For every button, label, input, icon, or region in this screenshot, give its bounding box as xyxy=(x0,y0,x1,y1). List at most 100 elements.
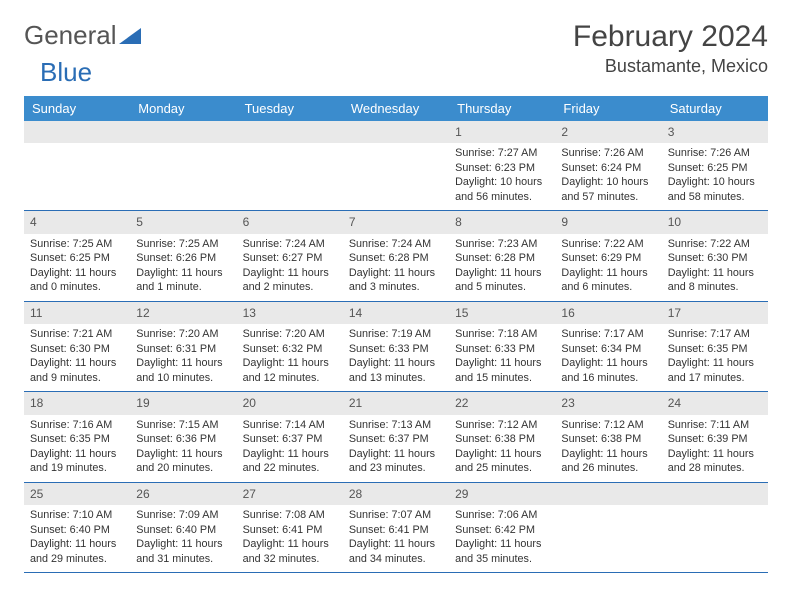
day-number: 18 xyxy=(24,392,130,414)
daylight-text: Daylight: 10 hours and 57 minutes. xyxy=(561,175,655,204)
calendar-cell: 11Sunrise: 7:21 AMSunset: 6:30 PMDayligh… xyxy=(24,302,130,391)
daylight-text: Daylight: 11 hours and 35 minutes. xyxy=(455,537,549,566)
sunrise-text: Sunrise: 7:12 AM xyxy=(561,418,655,433)
sunset-text: Sunset: 6:41 PM xyxy=(243,523,337,538)
day-number: 22 xyxy=(449,392,555,414)
sunset-text: Sunset: 6:28 PM xyxy=(455,251,549,266)
calendar-cell: 2Sunrise: 7:26 AMSunset: 6:24 PMDaylight… xyxy=(555,121,661,210)
daylight-text: Daylight: 11 hours and 12 minutes. xyxy=(243,356,337,385)
sunset-text: Sunset: 6:32 PM xyxy=(243,342,337,357)
sunset-text: Sunset: 6:34 PM xyxy=(561,342,655,357)
sunrise-text: Sunrise: 7:17 AM xyxy=(668,327,762,342)
calendar-cell: 15Sunrise: 7:18 AMSunset: 6:33 PMDayligh… xyxy=(449,302,555,391)
daylight-text: Daylight: 11 hours and 32 minutes. xyxy=(243,537,337,566)
daylight-text: Daylight: 11 hours and 15 minutes. xyxy=(455,356,549,385)
day-number: 21 xyxy=(343,392,449,414)
daylight-text: Daylight: 11 hours and 28 minutes. xyxy=(668,447,762,476)
sunset-text: Sunset: 6:33 PM xyxy=(349,342,443,357)
sunrise-text: Sunrise: 7:27 AM xyxy=(455,146,549,161)
day-header: Friday xyxy=(555,96,661,121)
calendar-cell: 21Sunrise: 7:13 AMSunset: 6:37 PMDayligh… xyxy=(343,392,449,481)
calendar-cell: 9Sunrise: 7:22 AMSunset: 6:29 PMDaylight… xyxy=(555,211,661,300)
day-number: 20 xyxy=(237,392,343,414)
day-number: 2 xyxy=(555,121,661,143)
day-number xyxy=(24,121,130,143)
calendar-cell: 29Sunrise: 7:06 AMSunset: 6:42 PMDayligh… xyxy=(449,483,555,572)
sunrise-text: Sunrise: 7:22 AM xyxy=(668,237,762,252)
sunrise-text: Sunrise: 7:14 AM xyxy=(243,418,337,433)
calendar-cell: 3Sunrise: 7:26 AMSunset: 6:25 PMDaylight… xyxy=(662,121,768,210)
calendar-cell: 14Sunrise: 7:19 AMSunset: 6:33 PMDayligh… xyxy=(343,302,449,391)
calendar-cell: 4Sunrise: 7:25 AMSunset: 6:25 PMDaylight… xyxy=(24,211,130,300)
sunset-text: Sunset: 6:29 PM xyxy=(561,251,655,266)
sunrise-text: Sunrise: 7:15 AM xyxy=(136,418,230,433)
calendar-cell: 20Sunrise: 7:14 AMSunset: 6:37 PMDayligh… xyxy=(237,392,343,481)
day-number: 7 xyxy=(343,211,449,233)
sunrise-text: Sunrise: 7:07 AM xyxy=(349,508,443,523)
daylight-text: Daylight: 11 hours and 1 minute. xyxy=(136,266,230,295)
daylight-text: Daylight: 10 hours and 58 minutes. xyxy=(668,175,762,204)
calendar-cell: 16Sunrise: 7:17 AMSunset: 6:34 PMDayligh… xyxy=(555,302,661,391)
sunset-text: Sunset: 6:33 PM xyxy=(455,342,549,357)
day-header: Sunday xyxy=(24,96,130,121)
calendar-cell xyxy=(24,121,130,210)
sunset-text: Sunset: 6:28 PM xyxy=(349,251,443,266)
calendar-cell: 1Sunrise: 7:27 AMSunset: 6:23 PMDaylight… xyxy=(449,121,555,210)
calendar-cell xyxy=(343,121,449,210)
day-number: 29 xyxy=(449,483,555,505)
day-header: Tuesday xyxy=(237,96,343,121)
calendar-cell: 25Sunrise: 7:10 AMSunset: 6:40 PMDayligh… xyxy=(24,483,130,572)
daylight-text: Daylight: 11 hours and 17 minutes. xyxy=(668,356,762,385)
day-number: 28 xyxy=(343,483,449,505)
sunrise-text: Sunrise: 7:20 AM xyxy=(136,327,230,342)
sunset-text: Sunset: 6:31 PM xyxy=(136,342,230,357)
sunrise-text: Sunrise: 7:25 AM xyxy=(30,237,124,252)
calendar-cell xyxy=(237,121,343,210)
day-header: Wednesday xyxy=(343,96,449,121)
day-number: 25 xyxy=(24,483,130,505)
calendar-cell: 28Sunrise: 7:07 AMSunset: 6:41 PMDayligh… xyxy=(343,483,449,572)
day-number: 1 xyxy=(449,121,555,143)
calendar-cell: 13Sunrise: 7:20 AMSunset: 6:32 PMDayligh… xyxy=(237,302,343,391)
sunrise-text: Sunrise: 7:26 AM xyxy=(668,146,762,161)
sunset-text: Sunset: 6:40 PM xyxy=(30,523,124,538)
daylight-text: Daylight: 11 hours and 16 minutes. xyxy=(561,356,655,385)
daylight-text: Daylight: 11 hours and 9 minutes. xyxy=(30,356,124,385)
logo: General xyxy=(24,20,143,51)
sunrise-text: Sunrise: 7:21 AM xyxy=(30,327,124,342)
sunrise-text: Sunrise: 7:10 AM xyxy=(30,508,124,523)
day-number: 24 xyxy=(662,392,768,414)
daylight-text: Daylight: 11 hours and 3 minutes. xyxy=(349,266,443,295)
day-number: 5 xyxy=(130,211,236,233)
sunset-text: Sunset: 6:26 PM xyxy=(136,251,230,266)
sunset-text: Sunset: 6:25 PM xyxy=(668,161,762,176)
daylight-text: Daylight: 11 hours and 26 minutes. xyxy=(561,447,655,476)
daylight-text: Daylight: 10 hours and 56 minutes. xyxy=(455,175,549,204)
sunset-text: Sunset: 6:35 PM xyxy=(668,342,762,357)
sunrise-text: Sunrise: 7:24 AM xyxy=(349,237,443,252)
calendar: SundayMondayTuesdayWednesdayThursdayFrid… xyxy=(24,96,768,573)
sunrise-text: Sunrise: 7:09 AM xyxy=(136,508,230,523)
sunrise-text: Sunrise: 7:17 AM xyxy=(561,327,655,342)
day-number: 15 xyxy=(449,302,555,324)
month-title: February 2024 xyxy=(573,20,768,54)
week-row: 4Sunrise: 7:25 AMSunset: 6:25 PMDaylight… xyxy=(24,211,768,301)
daylight-text: Daylight: 11 hours and 20 minutes. xyxy=(136,447,230,476)
day-number xyxy=(555,483,661,505)
logo-text-2: Blue xyxy=(40,57,92,87)
week-row: 11Sunrise: 7:21 AMSunset: 6:30 PMDayligh… xyxy=(24,302,768,392)
calendar-cell: 10Sunrise: 7:22 AMSunset: 6:30 PMDayligh… xyxy=(662,211,768,300)
sunset-text: Sunset: 6:27 PM xyxy=(243,251,337,266)
sunrise-text: Sunrise: 7:13 AM xyxy=(349,418,443,433)
sunrise-text: Sunrise: 7:08 AM xyxy=(243,508,337,523)
sunset-text: Sunset: 6:37 PM xyxy=(349,432,443,447)
weeks-container: 1Sunrise: 7:27 AMSunset: 6:23 PMDaylight… xyxy=(24,121,768,573)
sunrise-text: Sunrise: 7:19 AM xyxy=(349,327,443,342)
calendar-cell xyxy=(662,483,768,572)
daylight-text: Daylight: 11 hours and 34 minutes. xyxy=(349,537,443,566)
week-row: 1Sunrise: 7:27 AMSunset: 6:23 PMDaylight… xyxy=(24,121,768,211)
sunset-text: Sunset: 6:37 PM xyxy=(243,432,337,447)
daylight-text: Daylight: 11 hours and 13 minutes. xyxy=(349,356,443,385)
calendar-cell xyxy=(130,121,236,210)
sunrise-text: Sunrise: 7:26 AM xyxy=(561,146,655,161)
